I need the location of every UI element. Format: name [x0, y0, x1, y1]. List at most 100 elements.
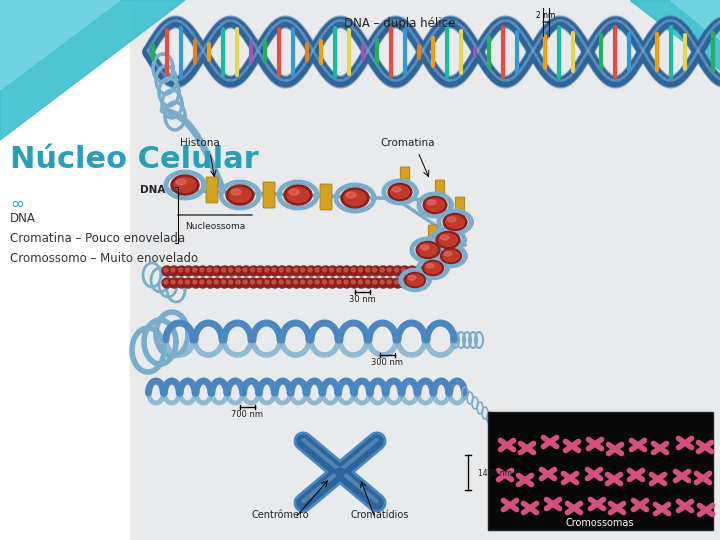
Circle shape	[387, 268, 391, 272]
Circle shape	[330, 280, 333, 284]
Circle shape	[229, 280, 233, 284]
Circle shape	[212, 266, 222, 276]
Circle shape	[366, 280, 370, 284]
Ellipse shape	[444, 252, 451, 256]
Text: Nucleossoma: Nucleossoma	[185, 222, 245, 231]
Circle shape	[373, 280, 377, 284]
Circle shape	[301, 280, 305, 284]
Circle shape	[279, 268, 283, 272]
Circle shape	[222, 280, 225, 284]
Ellipse shape	[441, 235, 449, 240]
Circle shape	[287, 280, 290, 284]
Circle shape	[184, 278, 194, 288]
FancyBboxPatch shape	[400, 167, 410, 187]
Circle shape	[299, 266, 309, 276]
Circle shape	[184, 266, 194, 276]
Circle shape	[263, 278, 273, 288]
Circle shape	[256, 266, 266, 276]
Circle shape	[407, 266, 417, 276]
Ellipse shape	[416, 241, 440, 259]
Circle shape	[378, 266, 388, 276]
Circle shape	[270, 278, 280, 288]
FancyBboxPatch shape	[263, 182, 275, 208]
Ellipse shape	[226, 185, 254, 205]
Circle shape	[313, 266, 323, 276]
Ellipse shape	[446, 215, 464, 228]
Ellipse shape	[231, 189, 241, 195]
Circle shape	[395, 268, 399, 272]
Circle shape	[248, 266, 258, 276]
Circle shape	[306, 278, 316, 288]
Circle shape	[270, 266, 280, 276]
FancyBboxPatch shape	[488, 412, 713, 530]
Ellipse shape	[443, 213, 467, 231]
Circle shape	[164, 268, 168, 272]
Circle shape	[407, 278, 417, 288]
Circle shape	[265, 268, 269, 272]
Circle shape	[323, 280, 327, 284]
Circle shape	[328, 266, 338, 276]
Ellipse shape	[428, 200, 436, 205]
Circle shape	[385, 278, 395, 288]
Circle shape	[306, 266, 316, 276]
Circle shape	[335, 266, 345, 276]
Polygon shape	[0, 0, 185, 140]
Text: DNA: DNA	[10, 212, 36, 225]
Circle shape	[330, 268, 333, 272]
Circle shape	[364, 278, 374, 288]
Circle shape	[371, 266, 381, 276]
Circle shape	[263, 266, 273, 276]
Text: ∞: ∞	[10, 195, 24, 213]
Circle shape	[176, 266, 186, 276]
Circle shape	[356, 266, 366, 276]
Ellipse shape	[447, 217, 456, 222]
Circle shape	[200, 268, 204, 272]
Circle shape	[414, 278, 424, 288]
Circle shape	[162, 278, 172, 288]
Circle shape	[284, 266, 294, 276]
Ellipse shape	[335, 468, 345, 476]
Ellipse shape	[344, 191, 366, 206]
Circle shape	[287, 268, 290, 272]
Circle shape	[258, 280, 261, 284]
Text: Histona: Histona	[180, 138, 220, 148]
FancyBboxPatch shape	[436, 180, 445, 200]
Circle shape	[416, 280, 420, 284]
Circle shape	[409, 280, 413, 284]
Circle shape	[380, 280, 384, 284]
Ellipse shape	[423, 197, 447, 213]
Circle shape	[169, 266, 179, 276]
Ellipse shape	[425, 262, 441, 274]
Ellipse shape	[346, 192, 356, 198]
Circle shape	[164, 280, 168, 284]
Circle shape	[234, 266, 244, 276]
Circle shape	[220, 278, 230, 288]
Ellipse shape	[174, 178, 196, 192]
Circle shape	[337, 268, 341, 272]
Circle shape	[279, 280, 283, 284]
Circle shape	[356, 278, 366, 288]
Ellipse shape	[392, 187, 401, 192]
Circle shape	[299, 278, 309, 288]
Circle shape	[387, 280, 391, 284]
Circle shape	[215, 280, 218, 284]
Text: Cromatídios: Cromatídios	[351, 510, 409, 520]
FancyBboxPatch shape	[428, 225, 438, 245]
Circle shape	[251, 268, 254, 272]
Text: 1400 nm: 1400 nm	[478, 469, 512, 477]
Circle shape	[320, 278, 330, 288]
Circle shape	[205, 266, 215, 276]
Circle shape	[392, 266, 402, 276]
Ellipse shape	[423, 260, 444, 275]
Circle shape	[171, 280, 175, 284]
Circle shape	[179, 268, 182, 272]
Circle shape	[162, 266, 172, 276]
Ellipse shape	[171, 175, 199, 195]
Text: Centrômero: Centrômero	[251, 510, 309, 520]
Circle shape	[215, 268, 218, 272]
Circle shape	[248, 278, 258, 288]
Circle shape	[171, 268, 175, 272]
Circle shape	[256, 278, 266, 288]
FancyBboxPatch shape	[130, 0, 720, 540]
Circle shape	[351, 280, 356, 284]
